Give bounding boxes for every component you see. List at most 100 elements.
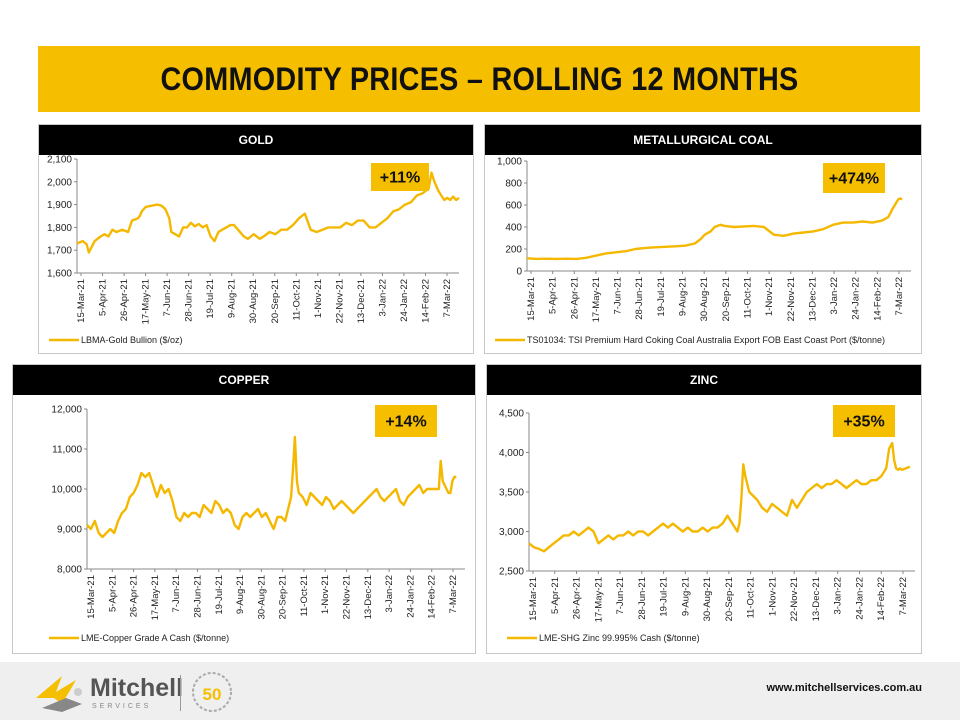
y-tick-label: 11,000 bbox=[52, 445, 82, 456]
coal-chart-panel: METALLURGICAL COAL 0 200 400 600 800 1,000 15-… bbox=[484, 124, 922, 354]
y-tick-label: 4,500 bbox=[499, 409, 524, 420]
x-tick-label: 15-Mar-21 bbox=[528, 577, 539, 621]
x-tick-label: 15-Mar-21 bbox=[526, 277, 537, 321]
chart-title: METALLURGICAL COAL bbox=[485, 125, 921, 155]
x-tick-label: 30-Aug-21 bbox=[702, 577, 713, 621]
x-tick-label: 19-Jul-21 bbox=[205, 279, 216, 319]
copper-chart: 8,000 9,000 10,000 11,000 12,000 15-Mar-21 5-A… bbox=[49, 405, 465, 643]
y-tick-label: 9,000 bbox=[57, 525, 82, 536]
change-badge-label: +11% bbox=[380, 170, 420, 187]
x-tick-label: 22-Nov-21 bbox=[789, 577, 800, 621]
y-tick-label: 3,000 bbox=[499, 527, 524, 538]
change-badge bbox=[833, 405, 895, 437]
y-tick-label: 2,000 bbox=[47, 177, 72, 188]
x-tick-label: 13-Dec-21 bbox=[811, 577, 822, 621]
logo-divider bbox=[180, 675, 181, 711]
anniversary-badge: 50 bbox=[192, 672, 232, 712]
x-tick-label: 17-May-21 bbox=[141, 279, 152, 324]
x-tick-label: 22-Nov-21 bbox=[334, 279, 345, 323]
y-tick-label: 1,900 bbox=[47, 200, 72, 211]
website-url: www.mitchellservices.com.au bbox=[766, 682, 923, 694]
x-tick-label: 26-Apr-21 bbox=[129, 575, 140, 617]
legend-label: LBMA-Gold Bullion ($/oz) bbox=[81, 335, 183, 345]
change-badge-label: +14% bbox=[385, 414, 426, 431]
badge-number: 50 bbox=[203, 685, 222, 704]
x-tick-label: 9-Aug-21 bbox=[227, 279, 238, 318]
x-tick-label: 19-Jul-21 bbox=[659, 577, 670, 617]
x-tick-label: 1-Nov-21 bbox=[767, 577, 778, 616]
y-tick-label: 1,800 bbox=[47, 223, 72, 234]
x-tick-label: 19-Jul-21 bbox=[214, 575, 225, 615]
x-tick-label: 5-Apr-21 bbox=[548, 277, 559, 314]
y-tick-label: 0 bbox=[516, 267, 522, 278]
change-badge bbox=[823, 163, 885, 193]
y-tick-label: 600 bbox=[505, 201, 522, 212]
footer bbox=[0, 662, 960, 720]
x-tick-label: 14-Feb-22 bbox=[427, 575, 438, 619]
y-tick-label: 12,000 bbox=[51, 405, 82, 416]
x-tick-label: 3-Jan-22 bbox=[833, 577, 844, 615]
chart-title: GOLD bbox=[39, 125, 473, 155]
x-tick-label: 28-Jun-21 bbox=[637, 577, 648, 620]
x-tick-label: 14-Feb-22 bbox=[420, 279, 431, 323]
coal-chart: 0 200 400 600 800 1,000 15-Mar-21 5-Apr-21 26-Ap… bbox=[495, 157, 911, 345]
x-tick-label: 17-May-21 bbox=[150, 575, 161, 620]
x-tick-label: 11-Oct-21 bbox=[291, 279, 302, 321]
x-tick-label: 28-Jun-21 bbox=[192, 575, 203, 618]
x-tick-label: 14-Feb-22 bbox=[876, 577, 887, 621]
x-tick-label: 7-Mar-22 bbox=[898, 577, 909, 616]
x-tick-label: 11-Oct-21 bbox=[742, 277, 753, 319]
x-tick-label: 7-Mar-22 bbox=[894, 277, 905, 316]
x-tick-label: 5-Apr-21 bbox=[98, 279, 109, 316]
x-tick-label: 30-Aug-21 bbox=[256, 575, 267, 619]
x-tick-label: 9-Aug-21 bbox=[235, 575, 246, 614]
x-tick-label: 24-Jan-22 bbox=[854, 577, 865, 620]
series-line bbox=[526, 197, 903, 261]
x-tick-label: 28-Jun-21 bbox=[184, 279, 195, 322]
x-tick-label: 3-Jan-22 bbox=[829, 277, 840, 315]
x-tick-label: 9-Aug-21 bbox=[680, 577, 691, 616]
copper-chart-panel: COPPER 8,000 9,000 10,000 11,000 12,000 15-Ma… bbox=[12, 364, 476, 654]
chart-title: COPPER bbox=[13, 365, 475, 395]
y-tick-label: 200 bbox=[505, 245, 522, 256]
zinc-chart: 2,500 3,000 3,500 4,000 4,500 15-Mar-21 5-Apr-… bbox=[499, 405, 915, 643]
gold-chart: 1,600 1,700 1,800 1,900 2,000 2,100 15-Mar-21 5… bbox=[47, 155, 460, 345]
x-tick-label: 28-Jun-21 bbox=[634, 277, 645, 320]
x-tick-label: 26-Apr-21 bbox=[119, 279, 130, 321]
change-badge bbox=[371, 163, 429, 191]
x-tick-label: 7-Mar-22 bbox=[448, 575, 459, 614]
x-tick-label: 13-Dec-21 bbox=[807, 277, 818, 321]
x-tick-label: 19-Jul-21 bbox=[656, 277, 667, 317]
x-tick-label: 17-May-21 bbox=[591, 277, 602, 322]
x-tick-label: 24-Jan-22 bbox=[399, 279, 410, 322]
x-tick-label: 13-Dec-21 bbox=[363, 575, 374, 619]
x-tick-label: 30-Aug-21 bbox=[248, 279, 259, 323]
x-tick-label: 30-Aug-21 bbox=[699, 277, 710, 321]
y-tick-label: 10,000 bbox=[51, 485, 82, 496]
x-tick-label: 1-Nov-21 bbox=[764, 277, 775, 316]
legend-label: LME-SHG Zinc 99.995% Cash ($/tonne) bbox=[539, 633, 700, 643]
x-tick-label: 15-Mar-21 bbox=[86, 575, 97, 619]
x-tick-label: 7-Jun-21 bbox=[613, 277, 624, 315]
x-tick-label: 20-Sep-21 bbox=[724, 577, 735, 621]
change-badge-label: +474% bbox=[829, 171, 879, 188]
page-title-bar: COMMODITY PRICES – ROLLING 12 MONTHS bbox=[38, 46, 920, 112]
x-tick-label: 7-Mar-22 bbox=[442, 279, 453, 318]
x-tick-label: 20-Sep-21 bbox=[721, 277, 732, 321]
x-tick-label: 17-May-21 bbox=[593, 577, 604, 622]
y-tick-label: 1,700 bbox=[47, 246, 72, 257]
y-tick-label: 4,000 bbox=[499, 448, 524, 459]
chart-title: ZINC bbox=[487, 365, 921, 395]
mitchell-logo-mark bbox=[36, 676, 82, 712]
legend-label: LME-Copper Grade A Cash ($/tonne) bbox=[81, 633, 229, 643]
x-tick-label: 22-Nov-21 bbox=[342, 575, 353, 619]
change-badge-label: +35% bbox=[843, 414, 884, 431]
x-tick-label: 7-Jun-21 bbox=[171, 575, 182, 613]
y-tick-label: 3,500 bbox=[499, 488, 524, 499]
page-title: COMMODITY PRICES – ROLLING 12 MONTHS bbox=[159, 60, 799, 97]
x-tick-label: 26-Apr-21 bbox=[572, 577, 583, 619]
x-tick-label: 3-Jan-22 bbox=[377, 279, 388, 317]
x-tick-label: 20-Sep-21 bbox=[270, 279, 281, 323]
gold-chart-panel: GOLD 1,600 1,700 1,800 1,900 2,000 2,100 15-Ma… bbox=[38, 124, 474, 354]
x-tick-label: 9-Aug-21 bbox=[678, 277, 689, 316]
